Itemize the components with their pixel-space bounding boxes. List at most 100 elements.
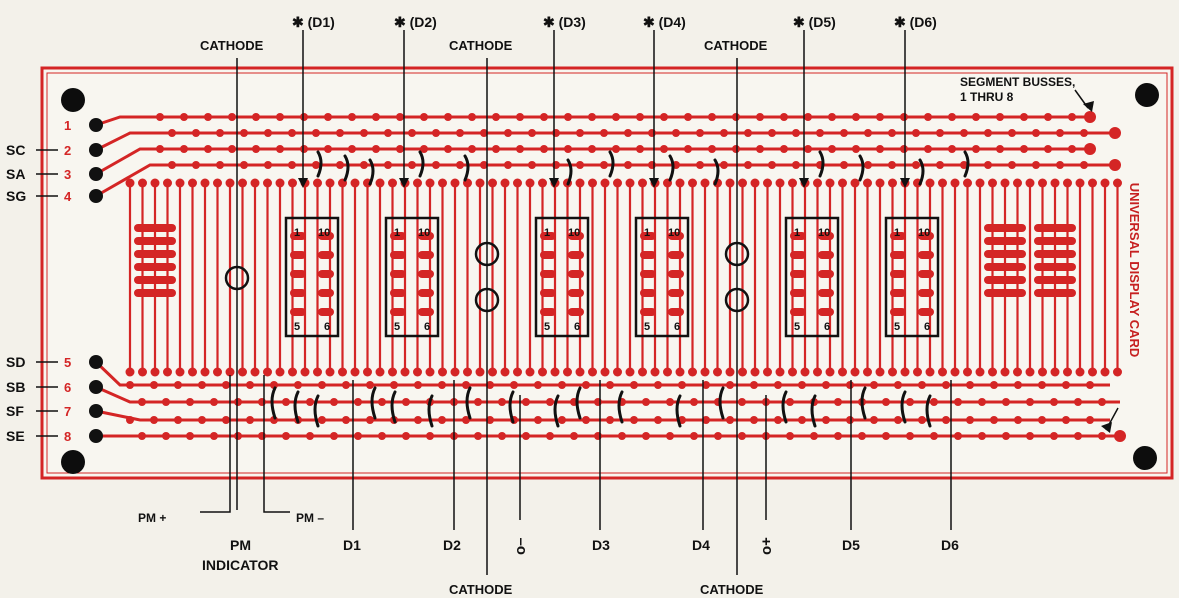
- bus-pad: [462, 416, 470, 424]
- bus-pad: [384, 129, 392, 137]
- bus-pad: [366, 416, 374, 424]
- bus-pad: [264, 161, 272, 169]
- bus-pad: [600, 129, 608, 137]
- bus-pad: [552, 129, 560, 137]
- column-pad: [288, 178, 297, 188]
- column-pad: [975, 367, 985, 377]
- bus-pad: [780, 145, 788, 153]
- bus-pad: [606, 416, 614, 424]
- colon-minus-label: o–: [512, 537, 529, 555]
- bus-pad: [1080, 129, 1088, 137]
- column-pad: [638, 367, 647, 377]
- bus-pad: [228, 145, 236, 153]
- bus-pad: [312, 129, 320, 137]
- column-pad: [163, 367, 172, 377]
- column-pad: [475, 367, 485, 377]
- socket-pin-label: 6: [424, 321, 430, 333]
- bus-pad: [1038, 381, 1046, 389]
- bus-pad: [690, 432, 698, 440]
- bus-pad: [246, 416, 254, 424]
- digit-socket: 1 10 5 6: [884, 216, 940, 338]
- digit-socket: 1 10 5 6: [784, 216, 840, 338]
- bus-pad: [360, 161, 368, 169]
- jumper-wire: [553, 394, 560, 428]
- column-pad: [1000, 178, 1010, 188]
- bus-pad: [372, 145, 380, 153]
- pad-ladder: [134, 237, 176, 245]
- column-pad: [275, 367, 285, 377]
- socket-pin-label: 1: [394, 227, 400, 239]
- bus-pad: [1026, 398, 1034, 406]
- column-pad: [550, 367, 560, 377]
- circuit-card-outline: [40, 66, 1174, 480]
- bus-pad: [696, 129, 704, 137]
- socket-pin-label: 1: [544, 227, 550, 239]
- column-pad: [400, 367, 410, 377]
- jumper-wire: [713, 158, 720, 186]
- bus-pad: [786, 432, 794, 440]
- bus-pad: [174, 416, 182, 424]
- bus-pad: [942, 416, 950, 424]
- column-pad: [1075, 178, 1085, 188]
- bus-pad: [1086, 381, 1094, 389]
- bus-pad: [834, 432, 842, 440]
- bus-pad: [318, 416, 326, 424]
- socket-pin-label: 10: [918, 227, 930, 239]
- column-pad: [463, 367, 472, 377]
- bus-pad: [264, 129, 272, 137]
- bus-pad: [882, 432, 890, 440]
- bus-pad: [1050, 398, 1058, 406]
- bus-pad: [984, 129, 992, 137]
- bus-pad: [864, 129, 872, 137]
- bus-pad: [468, 145, 476, 153]
- socket-pin-label: 10: [418, 227, 430, 239]
- bus-pad: [354, 432, 362, 440]
- bus-pad: [960, 129, 968, 137]
- bus-pad: [372, 113, 380, 121]
- bus-pad: [990, 416, 998, 424]
- column-pad: [625, 367, 635, 377]
- bus-pad: [408, 129, 416, 137]
- socket-pin-label: 6: [824, 321, 830, 333]
- bus-pad: [330, 432, 338, 440]
- bus-pad: [462, 381, 470, 389]
- bus-pad: [756, 145, 764, 153]
- bus-pad: [846, 381, 854, 389]
- pm-indicator-label: INDICATOR: [202, 557, 278, 573]
- bus-pad: [828, 145, 836, 153]
- bus-pad: [516, 113, 524, 121]
- column-pad: [888, 367, 897, 377]
- column-pad: [500, 367, 510, 377]
- bus-pad: [852, 113, 860, 121]
- bus-pad: [384, 161, 392, 169]
- bus-pad: [192, 161, 200, 169]
- cathode-label-bottom-1: CATHODE: [449, 582, 513, 597]
- column-pad: [150, 367, 160, 377]
- bus-pad: [702, 381, 710, 389]
- column-pad: [838, 178, 847, 188]
- bus-pad: [222, 381, 230, 389]
- column-pad: [975, 178, 985, 188]
- bus-pad: [486, 381, 494, 389]
- column-pad: [325, 178, 335, 188]
- column-pad: [425, 178, 435, 188]
- bus-pad: [660, 145, 668, 153]
- bus-pad: [894, 381, 902, 389]
- column-pad: [1100, 178, 1110, 188]
- star-label-d6: ✱ (D6): [894, 14, 937, 30]
- bus-pad: [198, 381, 206, 389]
- jumper-wire: [963, 150, 970, 178]
- bus-pad: [522, 432, 530, 440]
- bus-pad: [732, 145, 740, 153]
- bus-pad: [900, 113, 908, 121]
- bus-pad: [1056, 129, 1064, 137]
- bus-pad: [240, 129, 248, 137]
- column-pad: [1025, 367, 1035, 377]
- bus-pad: [336, 129, 344, 137]
- column-pad: [188, 178, 197, 188]
- star-label-d4: ✱ (D4): [643, 14, 686, 30]
- segment-bus-name: SA: [6, 166, 25, 182]
- bus-pad: [552, 161, 560, 169]
- bus-pad: [1044, 145, 1052, 153]
- column-pad: [175, 367, 185, 377]
